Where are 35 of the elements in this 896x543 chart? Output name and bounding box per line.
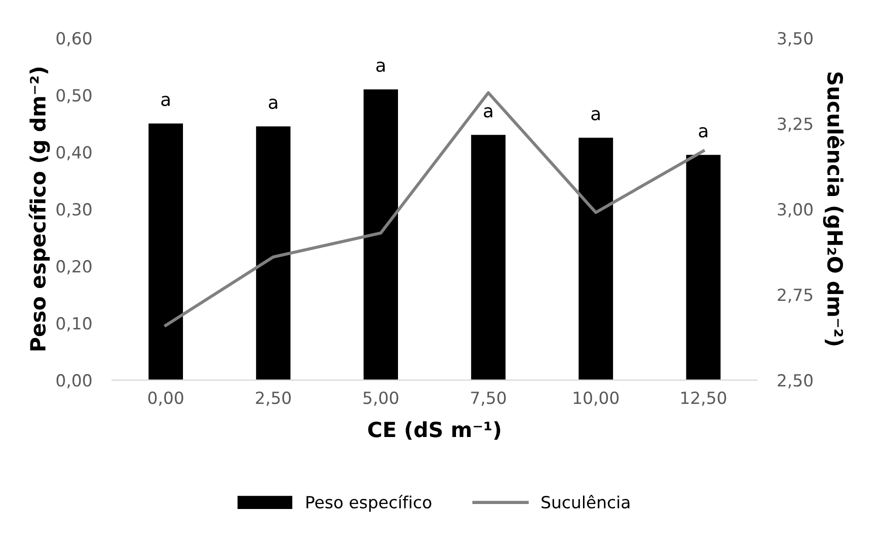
y-tick-label: 0,00 (56, 374, 92, 388)
bar (686, 154, 721, 380)
x-tick-label: 12,50 (681, 392, 726, 406)
x-tick-label: 5,00 (364, 392, 398, 406)
annotation: a (698, 127, 708, 138)
y-tick-label: 0,10 (56, 317, 92, 332)
y2-tick-label: 3,50 (778, 32, 813, 46)
y2-tick-label: 2,75 (778, 288, 812, 303)
annotation: a (161, 96, 170, 106)
annotation: a (376, 62, 385, 72)
y-tick-label: 0,30 (56, 203, 92, 218)
x-tick-label: 2,50 (256, 392, 291, 406)
annotation: a (268, 98, 278, 109)
bar (471, 134, 506, 380)
legend-label: Suculência (542, 494, 630, 508)
y-tick-label: 0,40 (56, 146, 92, 160)
y-axis-title: Peso específico (g dm⁻²) (28, 68, 50, 350)
bar (364, 89, 398, 380)
x-tick-label: 7,50 (471, 392, 506, 406)
bar (256, 126, 290, 380)
x-tick-label: 0,00 (148, 392, 184, 406)
bar (148, 124, 183, 380)
annotation: a (484, 107, 492, 118)
x-tick-label: 10,00 (574, 392, 619, 406)
legend-label: Peso específico (306, 494, 432, 512)
y2-tick-label: 3,25 (778, 117, 812, 132)
bar (578, 138, 614, 380)
y2-tick-label: 2,50 (778, 374, 813, 388)
annotation: a (591, 110, 600, 120)
y-tick-label: 0,20 (56, 260, 92, 274)
y2-axis-title: Suculência (gH₂O dm⁻²) (823, 72, 844, 346)
y-tick-label: 0,50 (56, 88, 92, 104)
y2-tick-label: 3,00 (778, 203, 813, 218)
y-tick-label: 0,60 (56, 32, 92, 46)
x-axis-title: CE (dS m⁻¹) (368, 421, 500, 440)
